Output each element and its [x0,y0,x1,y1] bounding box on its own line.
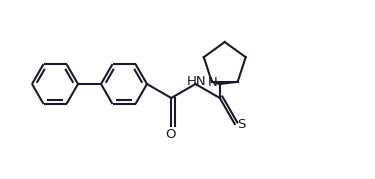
Text: HN: HN [187,74,206,88]
Text: S: S [237,118,246,132]
Text: N: N [208,76,218,88]
Text: O: O [165,129,176,142]
